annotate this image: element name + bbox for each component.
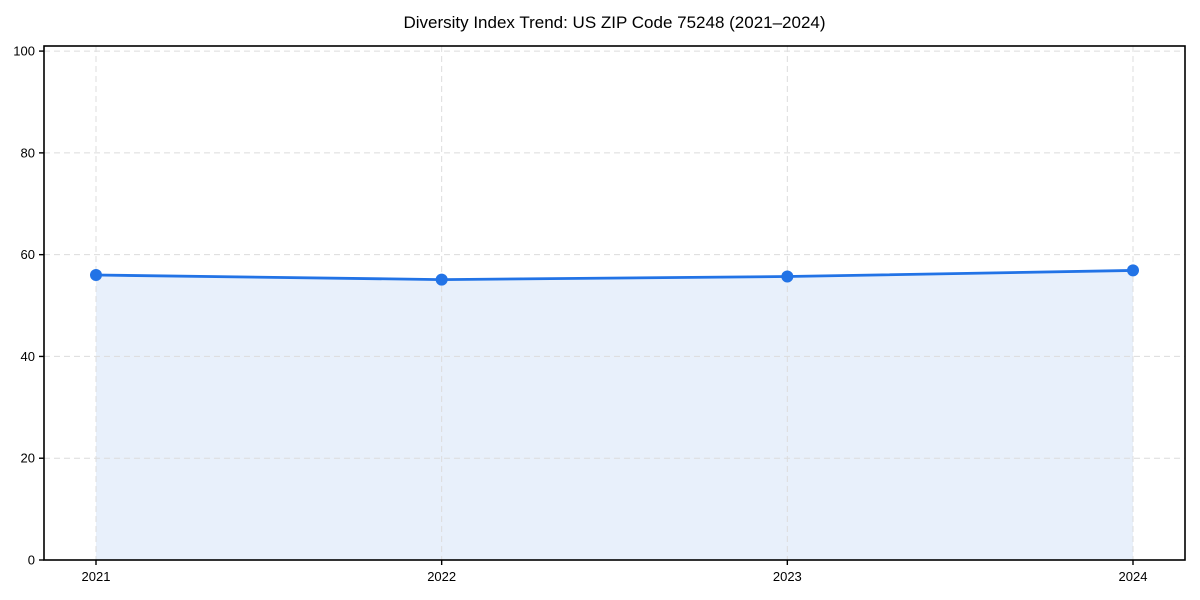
y-tick-label: 20 [21, 451, 35, 466]
y-tick-label: 40 [21, 349, 35, 364]
data-point-marker [1127, 264, 1139, 277]
x-tick-label: 2024 [1119, 569, 1148, 584]
data-point-marker [781, 270, 794, 283]
x-tick-label: 2023 [773, 569, 802, 584]
chart-title: Diversity Index Trend: US ZIP Code 75248… [403, 13, 826, 32]
area-fill [96, 270, 1133, 560]
x-tick-label: 2021 [82, 569, 111, 584]
data-point-marker [90, 269, 102, 282]
trend-line [94, 269, 1135, 281]
y-tick-label: 60 [21, 247, 35, 262]
y-tick-label: 100 [13, 44, 35, 59]
data-point-marker [435, 273, 448, 286]
plot-border [43, 45, 1186, 561]
x-tick-label: 2022 [427, 569, 456, 584]
y-tick-label: 0 [28, 553, 35, 568]
y-tick-label: 80 [21, 145, 35, 160]
